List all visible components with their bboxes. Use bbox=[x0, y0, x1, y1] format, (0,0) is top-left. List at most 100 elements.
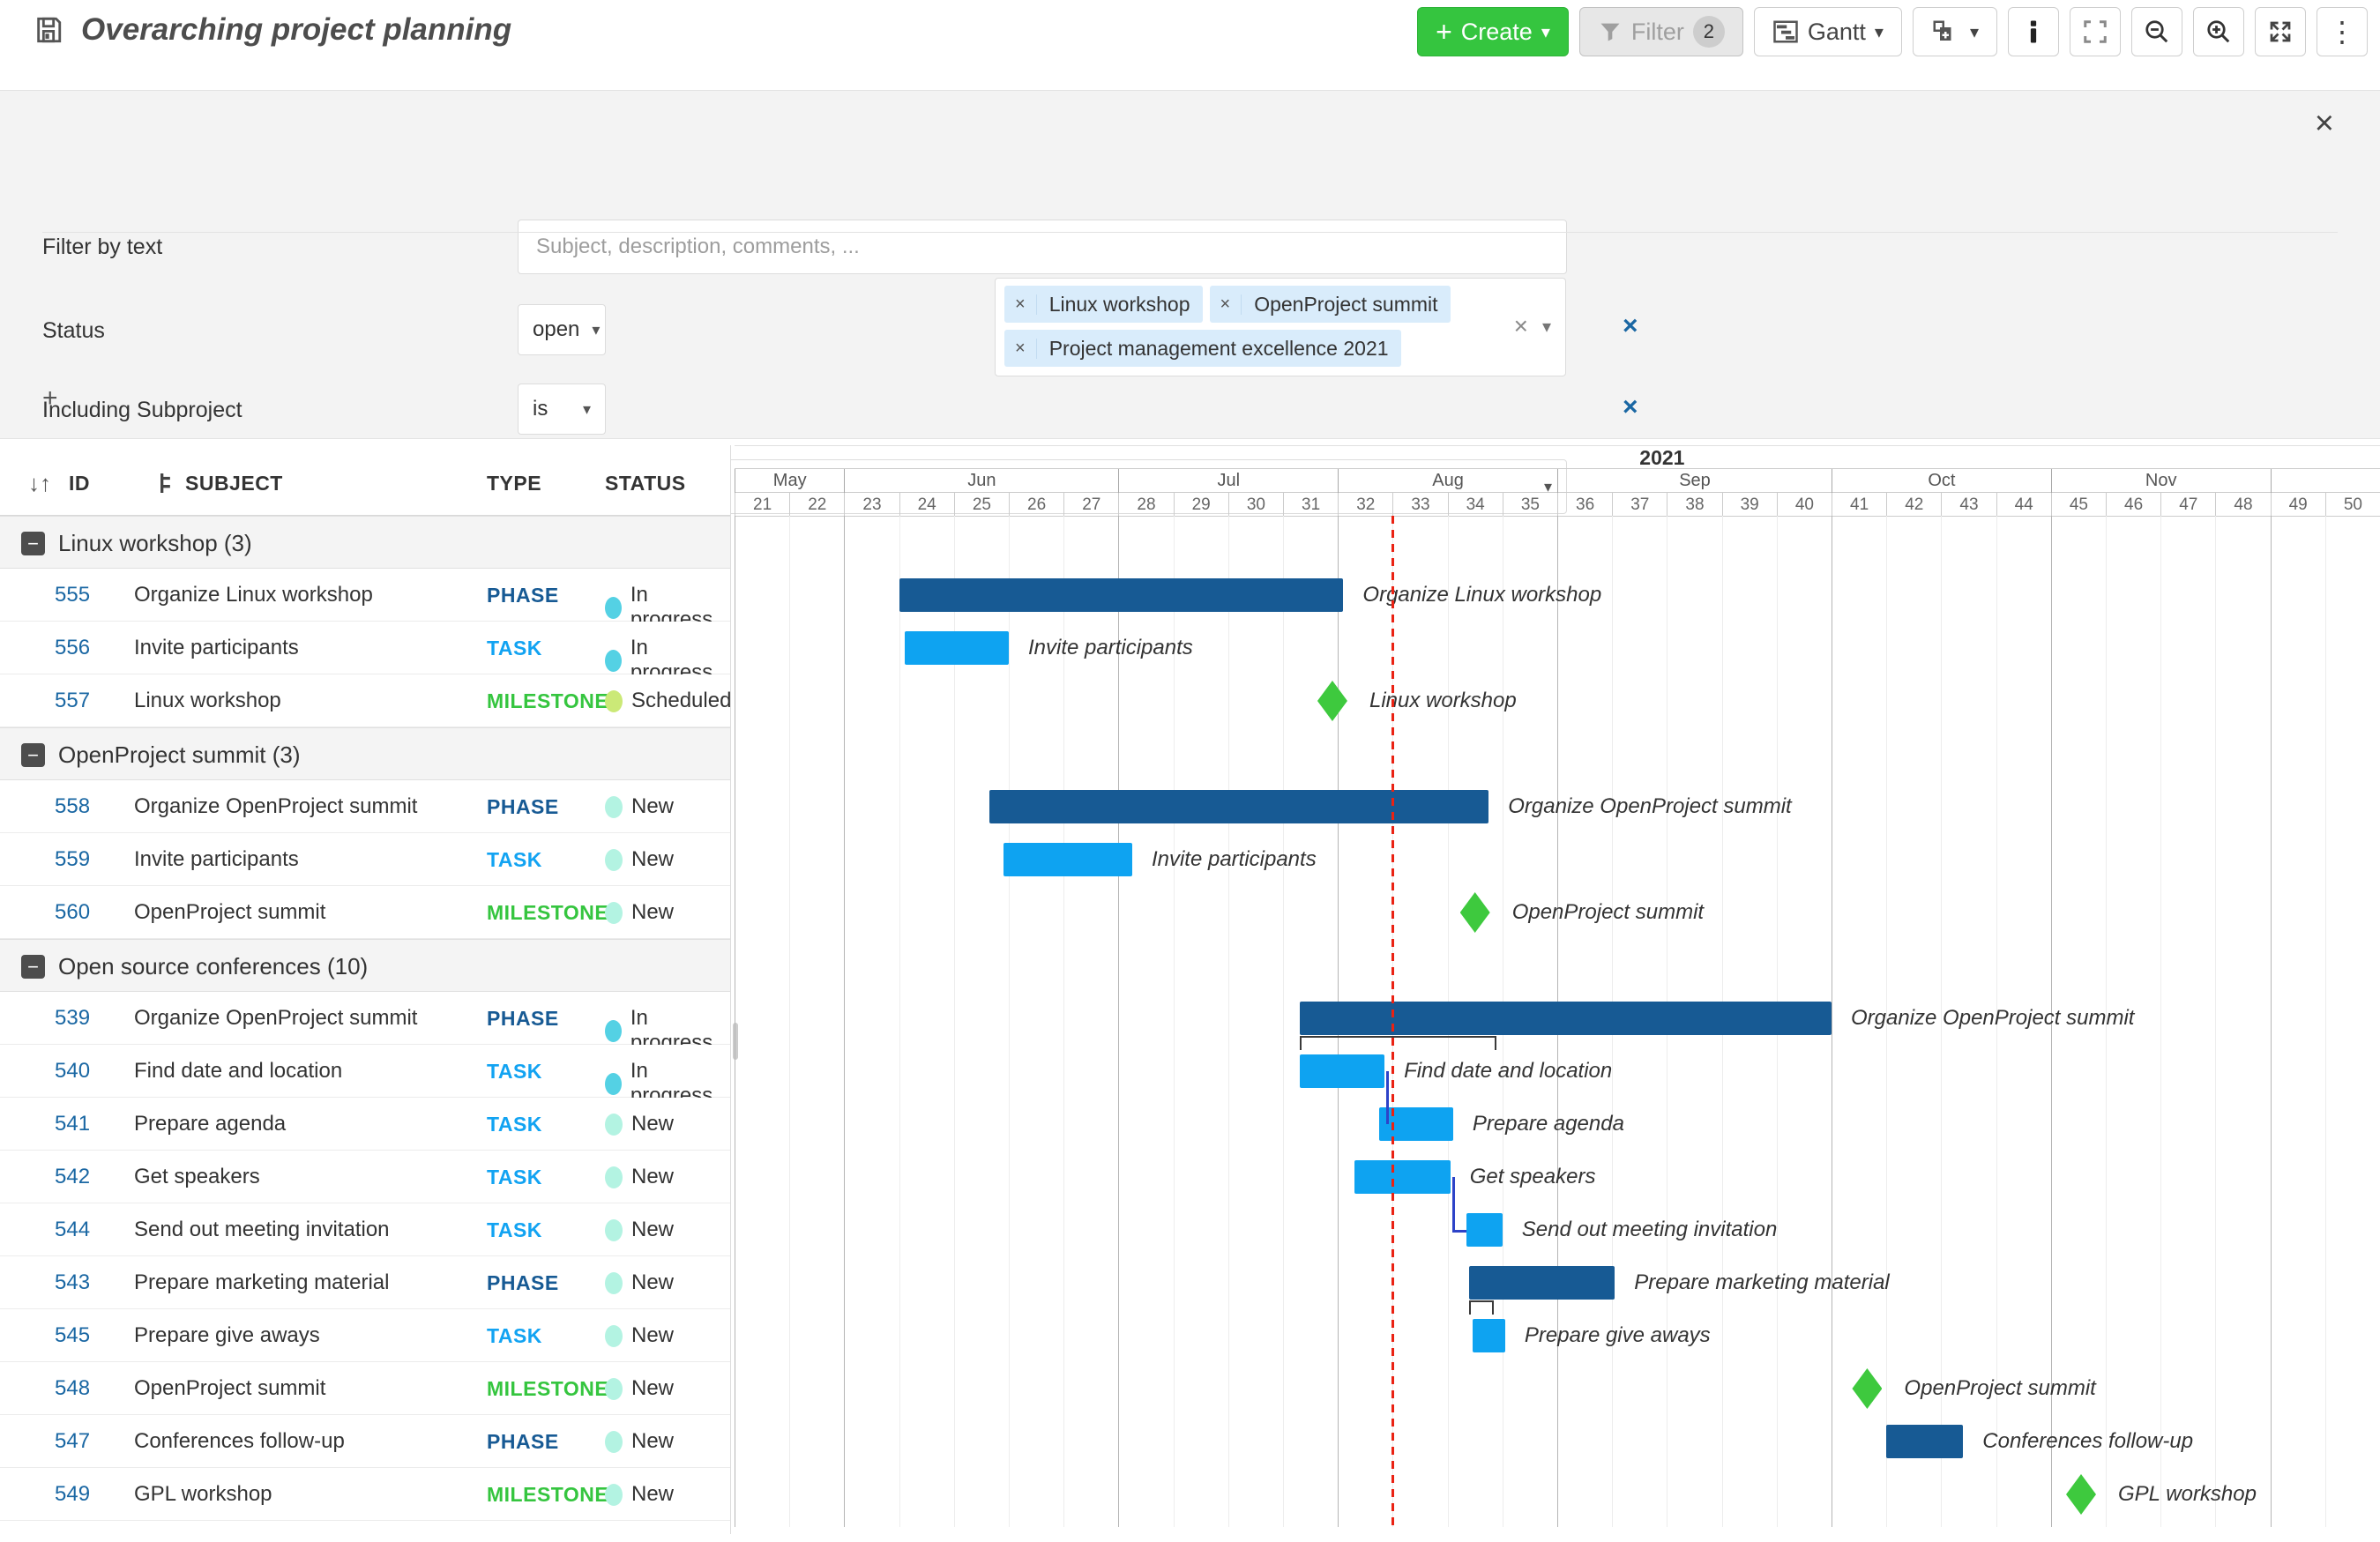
work-package-id: 560 bbox=[55, 900, 90, 925]
gantt-milestone-diamond[interactable] bbox=[2066, 1474, 2096, 1515]
gantt-view-button[interactable]: Gantt ▾ bbox=[1753, 7, 1902, 56]
remove-chip-icon[interactable]: × bbox=[1210, 294, 1242, 315]
gantt-milestone-diamond[interactable] bbox=[1459, 892, 1490, 933]
work-package-id-link[interactable]: 559 bbox=[55, 847, 91, 871]
status-filter-select[interactable]: open ▾ bbox=[518, 304, 606, 355]
work-package-type: TASK bbox=[487, 848, 542, 871]
more-menu-button[interactable]: ⋮ bbox=[2317, 7, 2368, 56]
table-row[interactable]: 545 Prepare give aways TASK New bbox=[0, 1309, 730, 1362]
chevron-down-icon: ▾ bbox=[592, 320, 601, 339]
work-package-id-link[interactable]: 560 bbox=[55, 900, 91, 924]
baseline-settings-button[interactable]: ▾ bbox=[1912, 7, 1997, 56]
timeline-week-cell: 32 bbox=[1338, 493, 1392, 517]
work-package-subject: Invite participants bbox=[134, 636, 299, 659]
gantt-milestone-diamond[interactable] bbox=[1852, 1368, 1883, 1409]
zoom-in-button[interactable] bbox=[2193, 7, 2244, 56]
hierarchy-icon[interactable] bbox=[159, 472, 178, 495]
info-button[interactable] bbox=[2008, 7, 2059, 56]
work-package-id-link[interactable]: 555 bbox=[55, 583, 91, 607]
table-row[interactable]: 547 Conferences follow-up PHASE New bbox=[0, 1415, 730, 1468]
sort-icon[interactable]: ↓↑ bbox=[28, 470, 51, 496]
work-package-id-link[interactable]: 558 bbox=[55, 794, 91, 818]
fullscreen-button[interactable] bbox=[2070, 7, 2121, 56]
status-text: Scheduled bbox=[631, 689, 732, 712]
clear-selection-icon[interactable]: × bbox=[1513, 312, 1528, 339]
work-package-id-link[interactable]: 541 bbox=[55, 1112, 91, 1136]
close-filter-panel-icon[interactable]: × bbox=[2314, 105, 2334, 142]
table-row[interactable]: 558 Organize OpenProject summit PHASE Ne… bbox=[0, 780, 730, 833]
chevron-down-icon[interactable]: ▾ bbox=[1541, 317, 1551, 337]
table-row[interactable]: 543 Prepare marketing material PHASE New bbox=[0, 1256, 730, 1309]
table-row[interactable]: 555 Organize Linux workshop PHASE In pro… bbox=[0, 569, 730, 631]
column-header-status[interactable]: STATUS bbox=[605, 472, 686, 495]
group-row[interactable]: − Linux workshop (3) bbox=[0, 516, 730, 569]
remove-subproject-filter-icon[interactable]: × bbox=[1623, 392, 1638, 421]
table-row[interactable]: 542 Get speakers TASK New bbox=[0, 1151, 730, 1203]
timeline-year: 2021 bbox=[1639, 446, 1685, 469]
gantt-phase-bar[interactable] bbox=[1886, 1425, 1964, 1458]
gantt-task-bar[interactable] bbox=[904, 631, 1009, 665]
collapse-group-icon[interactable]: − bbox=[21, 955, 45, 979]
gantt-task-bar[interactable] bbox=[1378, 1107, 1453, 1141]
timeline-week-cell: 24 bbox=[899, 493, 954, 517]
work-package-id-link[interactable]: 540 bbox=[55, 1059, 91, 1083]
work-package-status: New bbox=[605, 1323, 674, 1348]
table-row[interactable]: 541 Prepare agenda TASK New bbox=[0, 1098, 730, 1151]
work-package-id-link[interactable]: 543 bbox=[55, 1270, 91, 1294]
relation-line bbox=[1451, 1177, 1455, 1230]
work-package-id-link[interactable]: 547 bbox=[55, 1429, 91, 1453]
gantt-phase-bar[interactable] bbox=[1299, 1002, 1832, 1035]
work-package-id-link[interactable]: 556 bbox=[55, 636, 91, 659]
month-grid-line bbox=[2270, 516, 2272, 1527]
table-row[interactable]: 540 Find date and location TASK In progr… bbox=[0, 1045, 730, 1107]
gantt-task-bar[interactable] bbox=[1354, 1160, 1451, 1194]
table-row[interactable]: 548 OpenProject summit MILESTONE New bbox=[0, 1362, 730, 1415]
table-row[interactable]: 559 Invite participants TASK New bbox=[0, 833, 730, 886]
filter-button[interactable]: Filter 2 bbox=[1578, 7, 1743, 56]
table-row[interactable]: 556 Invite participants TASK In progress bbox=[0, 622, 730, 684]
subproject-chip[interactable]: × OpenProject summit bbox=[1209, 286, 1451, 323]
subproject-chip[interactable]: × Linux workshop bbox=[1004, 286, 1203, 323]
gantt-task-bar[interactable] bbox=[1299, 1054, 1385, 1088]
work-package-id-link[interactable]: 545 bbox=[55, 1323, 91, 1347]
work-package-id-link[interactable]: 549 bbox=[55, 1482, 91, 1506]
gantt-phase-bar[interactable] bbox=[1469, 1266, 1615, 1300]
subproject-operator-select[interactable]: is ▾ bbox=[518, 384, 606, 435]
column-header-type[interactable]: TYPE bbox=[487, 472, 542, 495]
gantt-task-bar[interactable] bbox=[1003, 843, 1132, 876]
subproject-values-box[interactable]: × Linux workshop × OpenProject summit × Proje… bbox=[995, 278, 1566, 376]
remove-chip-icon[interactable]: × bbox=[1004, 338, 1037, 359]
collapse-group-icon[interactable]: − bbox=[21, 743, 45, 767]
gantt-milestone-diamond[interactable] bbox=[1317, 681, 1347, 721]
table-row[interactable]: 557 Linux workshop MILESTONE Scheduled bbox=[0, 674, 732, 727]
work-package-type: TASK bbox=[487, 1060, 542, 1083]
column-header-subject[interactable]: SUBJECT bbox=[185, 472, 283, 495]
work-package-id-link[interactable]: 557 bbox=[55, 689, 91, 712]
table-row[interactable]: 560 OpenProject summit MILESTONE New bbox=[0, 886, 730, 939]
work-package-id-link[interactable]: 542 bbox=[55, 1165, 91, 1188]
text-filter-input[interactable] bbox=[518, 220, 1567, 274]
group-row[interactable]: − Open source conferences (10) bbox=[0, 939, 730, 992]
gantt-task-bar[interactable] bbox=[1466, 1213, 1503, 1247]
vertical-scrollbar-handle[interactable] bbox=[733, 1023, 738, 1060]
status-filter-label: Status bbox=[42, 318, 105, 343]
create-button[interactable]: + Create ▾ bbox=[1417, 7, 1569, 56]
work-package-subject: Invite participants bbox=[134, 847, 299, 871]
remove-status-filter-icon[interactable]: × bbox=[1623, 311, 1638, 340]
group-row[interactable]: − OpenProject summit (3) bbox=[0, 727, 730, 780]
zoom-out-button[interactable] bbox=[2131, 7, 2182, 56]
gantt-phase-bar[interactable] bbox=[989, 790, 1489, 823]
remove-chip-icon[interactable]: × bbox=[1004, 294, 1037, 315]
table-row[interactable]: 549 GPL workshop MILESTONE New bbox=[0, 1468, 730, 1521]
subproject-chip[interactable]: × Project management excellence 2021 bbox=[1004, 330, 1401, 367]
column-header-id[interactable]: ID bbox=[69, 472, 90, 495]
table-row[interactable]: 544 Send out meeting invitation TASK New bbox=[0, 1203, 730, 1256]
collapse-group-icon[interactable]: − bbox=[21, 532, 45, 555]
table-row[interactable]: 539 Organize OpenProject summit PHASE In… bbox=[0, 992, 730, 1054]
gantt-phase-bar[interactable] bbox=[899, 578, 1344, 612]
work-package-id-link[interactable]: 539 bbox=[55, 1006, 91, 1030]
work-package-id-link[interactable]: 544 bbox=[55, 1218, 91, 1241]
zoom-autofit-button[interactable] bbox=[2255, 7, 2306, 56]
work-package-id-link[interactable]: 548 bbox=[55, 1376, 91, 1400]
gantt-task-bar[interactable] bbox=[1472, 1319, 1505, 1352]
